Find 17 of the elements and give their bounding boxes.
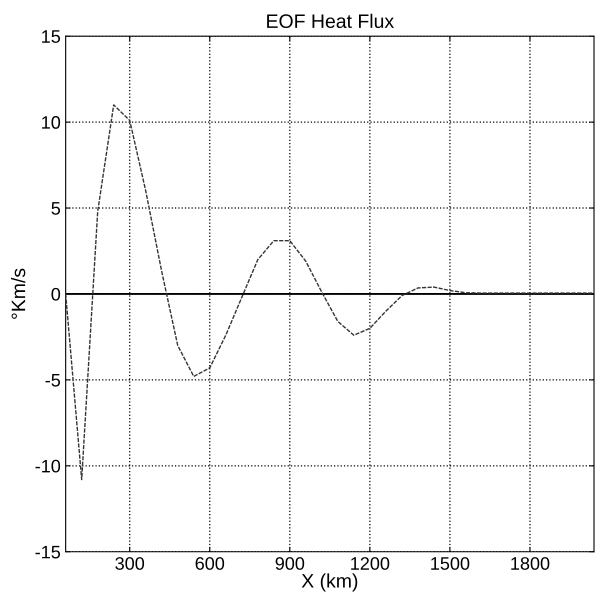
y-tick-label: 5 <box>51 202 60 215</box>
line-series <box>66 104 594 480</box>
x-tick-label: 900 <box>276 557 304 570</box>
y-tick-label: -10 <box>36 460 60 473</box>
y-tick-label: -5 <box>46 374 60 387</box>
y-axis-title: °Km/s <box>11 268 26 319</box>
chart-title: EOF Heat Flux <box>267 14 394 28</box>
x-tick-label: 1800 <box>511 557 550 570</box>
x-axis-title: X (km) <box>302 573 358 592</box>
y-tick-label: 15 <box>42 30 60 43</box>
x-tick-label: 1500 <box>431 557 470 570</box>
x-tick-label: 600 <box>196 557 224 570</box>
y-tick-label: -15 <box>36 546 60 558</box>
x-tick-label: 300 <box>115 557 144 570</box>
y-tick-label: 10 <box>42 116 60 129</box>
y-tick-label: 0 <box>51 288 60 301</box>
x-tick-label: 1200 <box>351 557 390 570</box>
